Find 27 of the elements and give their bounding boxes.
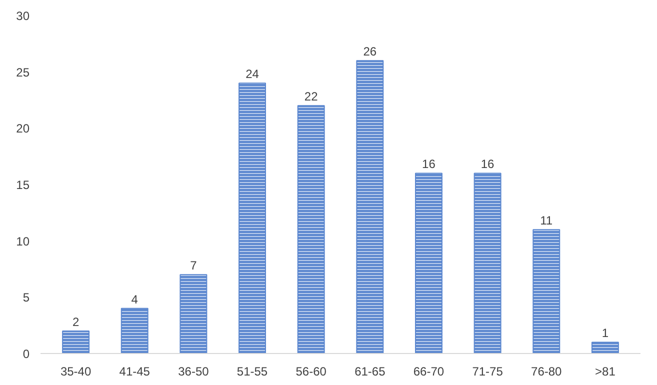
data-label: 26	[363, 44, 377, 59]
data-label: 11	[540, 214, 553, 228]
x-tick-label: >81	[595, 364, 616, 378]
data-label: 7	[190, 258, 198, 273]
y-tick-label: 15	[16, 178, 30, 192]
data-label: 1	[602, 326, 609, 340]
y-tick-label: 30	[16, 9, 30, 23]
x-tick-label: 61-65	[354, 364, 386, 378]
data-label: 16	[422, 157, 436, 172]
data-label: 2	[72, 314, 80, 329]
data-label: 16	[480, 157, 495, 172]
x-tick-label: 41-45	[119, 364, 150, 378]
x-tick-label: 56-60	[296, 364, 327, 378]
x-tick-label: 76-80	[531, 364, 562, 378]
data-label: 22	[304, 90, 318, 104]
x-tick-label: 35-40	[60, 364, 92, 378]
y-tick-label: 25	[16, 65, 30, 80]
y-tick-label: 5	[22, 290, 30, 305]
x-tick-label: 51-55	[236, 364, 268, 378]
y-tick-label: 0	[22, 347, 30, 361]
x-tick-label: 36-50	[178, 364, 210, 378]
x-tick-label: 71-75	[472, 364, 504, 378]
data-label: 24	[246, 67, 260, 82]
data-label: 4	[131, 292, 138, 306]
y-tick-label: 20	[16, 122, 30, 136]
y-tick-label: 10	[16, 234, 30, 248]
x-tick-label: 66-70	[413, 364, 444, 378]
